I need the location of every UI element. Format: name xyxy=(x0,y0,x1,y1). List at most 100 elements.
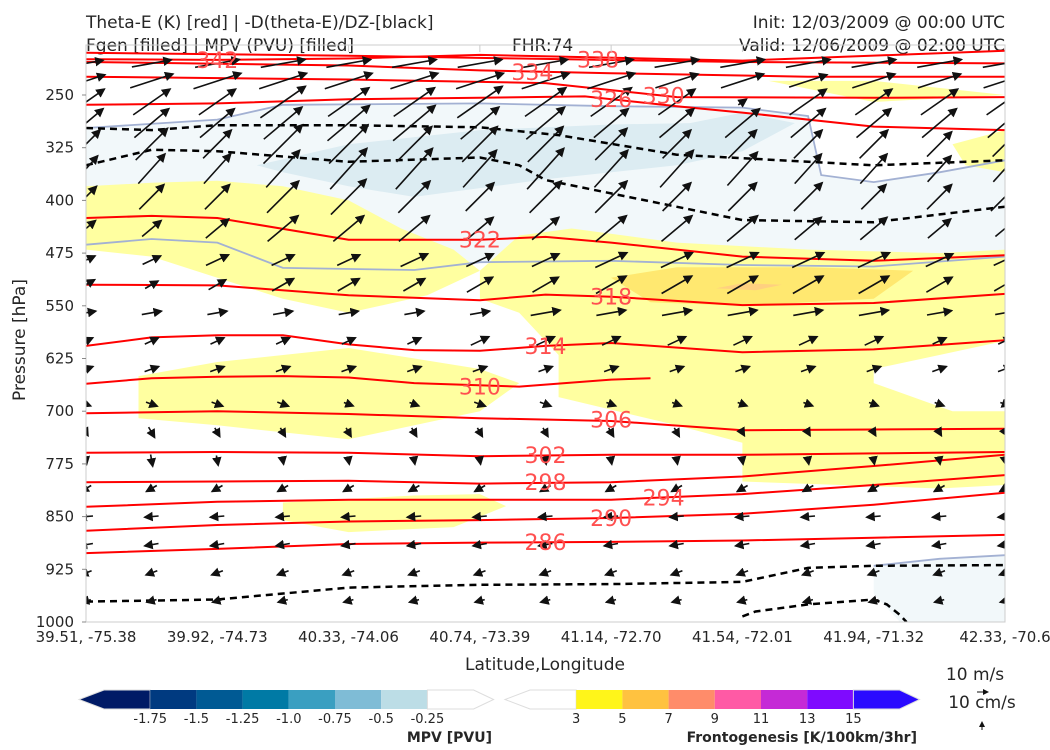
theta-e-contour xyxy=(86,95,1005,132)
fgen-colorbar: 3 5 7 9 11 13 15 Frontogenesis [K/100km/3hr] xyxy=(503,689,921,746)
wind-vector xyxy=(785,56,832,69)
wind-vector xyxy=(258,71,309,90)
wind-vector xyxy=(473,398,488,408)
wind-vector xyxy=(654,56,701,69)
wind-vector xyxy=(397,179,432,214)
wind-vector xyxy=(263,105,304,140)
y-tick-label: 625 xyxy=(45,350,74,368)
wind-vector xyxy=(802,455,813,466)
colorbar-label: MPV [PVU] xyxy=(407,730,492,746)
wind-vector xyxy=(342,483,355,493)
y-tick-label: 475 xyxy=(45,244,74,262)
wind-vector xyxy=(930,539,947,550)
wind-vector xyxy=(860,183,888,210)
wind-vector xyxy=(265,149,301,188)
wind-vector xyxy=(735,483,748,493)
wind-vector xyxy=(932,364,948,374)
colorbar-tick-label: 7 xyxy=(664,712,672,727)
wind-vector xyxy=(669,567,683,577)
wind-vector xyxy=(667,335,688,346)
wind-vector xyxy=(996,539,1005,550)
wind-vector xyxy=(531,216,561,241)
wind-vector xyxy=(326,56,373,69)
wind-vector xyxy=(86,128,102,146)
x-tick-label: 41.14, -72.70 xyxy=(561,628,662,646)
wind-vector xyxy=(803,398,815,408)
wind-vector xyxy=(735,364,752,374)
wind-vector xyxy=(996,511,1005,522)
wind-vector xyxy=(142,254,163,266)
wind-vector xyxy=(341,336,357,346)
wind-vector xyxy=(987,122,1005,139)
wind-vector xyxy=(801,595,814,605)
colorbar-label: Frontogenesis [K/100km/3hr] xyxy=(687,730,917,746)
wind-vector xyxy=(671,398,684,408)
wind-vector xyxy=(202,128,233,159)
wind-vector xyxy=(275,567,289,577)
wind-vector xyxy=(671,455,681,466)
wind-vector xyxy=(144,567,158,577)
dthetae-dz-contour xyxy=(741,598,908,622)
wind-vector xyxy=(793,128,824,159)
wind-vector xyxy=(532,276,560,293)
wind-vector xyxy=(655,71,700,89)
wind-vector xyxy=(275,336,292,346)
wind-vector xyxy=(727,306,759,317)
wind-vector xyxy=(866,567,880,577)
wind-vector xyxy=(462,149,498,188)
wind-vector xyxy=(594,251,629,269)
wind-vector xyxy=(925,252,955,268)
wind-vector xyxy=(259,85,307,119)
wind-vector xyxy=(992,143,1005,158)
wind-vector xyxy=(405,539,422,550)
wind-vector xyxy=(131,56,173,68)
wind-vector xyxy=(867,595,879,605)
colorbar-tick-label: 13 xyxy=(799,712,816,727)
theta-e-contour xyxy=(86,410,1005,432)
wind-vector xyxy=(605,455,616,466)
wind-vector xyxy=(727,128,758,159)
wind-vector xyxy=(86,56,105,67)
mpv-contour xyxy=(86,238,1005,271)
wind-vector xyxy=(792,275,825,295)
wind-vector xyxy=(405,511,422,522)
theta-e-label: 322 xyxy=(459,229,501,254)
wind-vector xyxy=(997,336,1005,346)
wind-vector xyxy=(736,426,746,438)
wind-vector xyxy=(727,181,758,212)
wind-vector xyxy=(276,595,289,605)
wind-vector xyxy=(327,86,371,118)
wind-vector xyxy=(277,455,287,466)
wind-vector xyxy=(606,398,618,408)
wind-vector xyxy=(670,483,683,493)
wind-vector xyxy=(800,567,814,577)
wind-vector xyxy=(788,72,829,88)
wind-vector xyxy=(211,427,221,438)
wind-vector xyxy=(932,336,948,346)
mpv-colorbar: -1.75 -1.5 -1.25 -1.0 -0.75 -0.5 -0.25 MPV [PVU… xyxy=(77,689,495,746)
wind-vector xyxy=(86,307,98,318)
colorbar-tick-label: -0.75 xyxy=(318,712,352,727)
wind-vector xyxy=(668,511,684,522)
wind-vector xyxy=(469,307,492,318)
wind-vector xyxy=(986,101,1005,116)
wind-vector xyxy=(207,307,229,318)
wind-vector xyxy=(538,567,552,577)
wind-vector xyxy=(671,427,681,438)
mpv-fill xyxy=(256,112,795,197)
theta-e-label: 302 xyxy=(525,444,567,469)
wind-vector xyxy=(266,179,300,214)
wind-vector xyxy=(343,455,353,466)
wind-vector xyxy=(660,251,695,269)
wind-vector xyxy=(460,105,501,140)
wind-vector xyxy=(859,152,889,185)
x-tick-label: 40.74, -73.39 xyxy=(429,628,530,646)
wind-vector xyxy=(198,88,238,116)
theta-e-contour xyxy=(86,49,1005,62)
wind-vector xyxy=(204,183,231,210)
wind-vector xyxy=(536,511,553,522)
theta-e-label: 334 xyxy=(511,61,553,86)
wind-vector xyxy=(998,483,1005,493)
wind-vector xyxy=(194,56,241,69)
